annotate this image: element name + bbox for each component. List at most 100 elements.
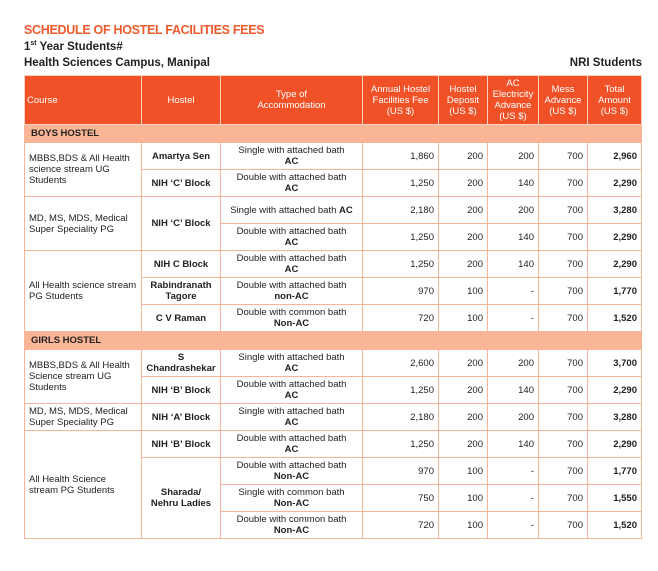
section-header: GIRLS HOSTEL [24,331,642,350]
course-cell: MBBS,BDS & All Health science stream UG … [24,142,142,197]
total-cell: 2,290 [587,430,642,458]
subtitle-rest: Year Students# [36,40,123,53]
mess-cell: 700 [538,430,588,458]
accommodation-type: Single with attached bath [230,204,337,216]
total-cell: 1,520 [587,511,642,539]
accommodation-ac: AC [284,237,299,248]
course-cell: MD, MS, MDS, Medical Super Speciality PG [24,196,142,251]
accommodation-type: Double with attached bath [236,460,347,471]
accommodation-type: Double with attached bath [236,172,347,183]
hostel-cell: NIH ‘B’ Block [141,430,221,458]
accommodation-ac: Non-AC [273,498,310,509]
fee-cell: 1,250 [362,376,439,404]
mess-cell: 700 [538,457,588,485]
deposit-cell: 100 [438,457,488,485]
course-cell: All Health Science stream PG Students [24,430,142,539]
accommodation-ac: Non-AC [273,471,310,482]
col-course: Course [24,75,142,125]
deposit-cell: 200 [438,430,488,458]
hostel-cell: NIH ‘C’ Block [141,169,221,197]
ac-cell: 200 [487,142,539,170]
subtitle: 1st Year Students# [24,40,123,53]
deposit-cell: 200 [438,223,488,251]
mess-cell: 700 [538,223,588,251]
table-row: C V Raman Double with common bath Non-AC 72… [25,304,642,332]
hostel-cell: Amartya Sen [141,142,221,170]
deposit-cell: 100 [438,484,488,512]
table-row: MD, MS, MDS, Medical Super Speciality PG… [24,403,642,431]
accommodation-cell: Single with attached bath AC [220,403,363,431]
accommodation-type: Double with attached bath [236,253,347,264]
fee-cell: 750 [362,484,439,512]
fee-cell: 970 [362,457,439,485]
table-header: Course Hostel Type of Accommodation Annu… [24,75,642,125]
mess-cell: 700 [538,403,588,431]
mess-cell: 700 [538,277,588,305]
total-cell: 1,770 [587,457,642,485]
fee-cell: 1,860 [362,142,439,170]
subtitle-ordinal: 1 [24,40,31,53]
ac-cell: 140 [487,430,539,458]
total-cell: 2,290 [587,376,642,404]
accommodation-cell: Double with common bath Non-AC [220,511,363,539]
accommodation-cell: Single with attached bath AC [220,349,363,377]
deposit-cell: 100 [438,304,488,332]
section-title: BOYS HOSTEL [24,124,642,143]
course-cell: All Health science stream PG Students [24,250,142,332]
ac-cell: - [487,457,539,485]
total-cell: 2,960 [587,142,642,170]
mess-cell: 700 [538,142,588,170]
col-fee: Annual Hostel Facilities Fee (US $) [362,75,439,125]
mess-cell: 700 [538,376,588,404]
total-cell: 2,290 [587,250,642,278]
total-cell: 3,700 [587,349,642,377]
fee-cell: 2,180 [362,403,439,431]
accommodation-cell: Single with common bath Non-AC [220,484,363,512]
accommodation-ac: AC [284,444,299,455]
mess-cell: 700 [538,196,588,224]
col-ac: AC Electricity Advance (US $) [487,75,539,125]
ac-cell: 140 [487,169,539,197]
col-type: Type of Accommodation [220,75,363,125]
hostel-cell: S Chandrashekar [141,349,221,377]
accommodation-type: Single with attached bath [238,352,345,363]
deposit-cell: 200 [438,142,488,170]
fees-table: Course Hostel Type of Accommodation Annu… [24,75,642,539]
accommodation-ac: AC [284,390,299,401]
ac-cell: - [487,511,539,539]
ac-cell: 200 [487,196,539,224]
subtitle-sup: st [30,40,37,47]
fee-cell: 970 [362,277,439,305]
col-deposit: Hostel Deposit (US $) [438,75,488,125]
accommodation-ac: Non-AC [273,525,310,536]
accommodation-type: Double with attached bath [236,379,347,390]
ac-cell: - [487,484,539,512]
deposit-cell: 200 [438,403,488,431]
accommodation-cell: Double with attached bath AC [220,430,363,458]
accommodation-type: Double with attached bath [236,280,347,291]
total-cell: 2,290 [587,223,642,251]
deposit-cell: 200 [438,250,488,278]
deposit-cell: 200 [438,169,488,197]
table-row: Double with attached bath AC 1,250 200 140 70… [25,223,642,251]
fee-cell: 1,250 [362,250,439,278]
fee-cell: 1,250 [362,169,439,197]
col-total: Total Amount (US $) [587,75,642,125]
deposit-cell: 200 [438,196,488,224]
table-row: All Health science stream PG Students NIH… [24,250,642,332]
campus-label: Health Sciences Campus, Manipal [24,57,210,69]
accommodation-type: Double with attached bath [236,226,347,237]
mess-cell: 700 [538,484,588,512]
hostel-cell: Sharada/ Nehru Ladies [141,457,221,539]
table-row: Sharada/ Nehru Ladies Double with attache… [25,457,642,539]
category-label: NRI Students [569,57,642,69]
total-cell: 1,770 [587,277,642,305]
course-cell: MBBS,BDS & All Health Science stream UG … [24,349,142,404]
accommodation-type: Double with common bath [236,514,347,525]
table-row: MD, MS, MDS, Medical Super Speciality PG… [24,196,642,251]
ac-cell: 200 [487,403,539,431]
ac-cell: - [487,277,539,305]
course-cell: MD, MS, MDS, Medical Super Speciality PG [24,403,142,431]
mess-cell: 700 [538,250,588,278]
table-row: All Health Science stream PG Students NIH… [24,430,642,539]
